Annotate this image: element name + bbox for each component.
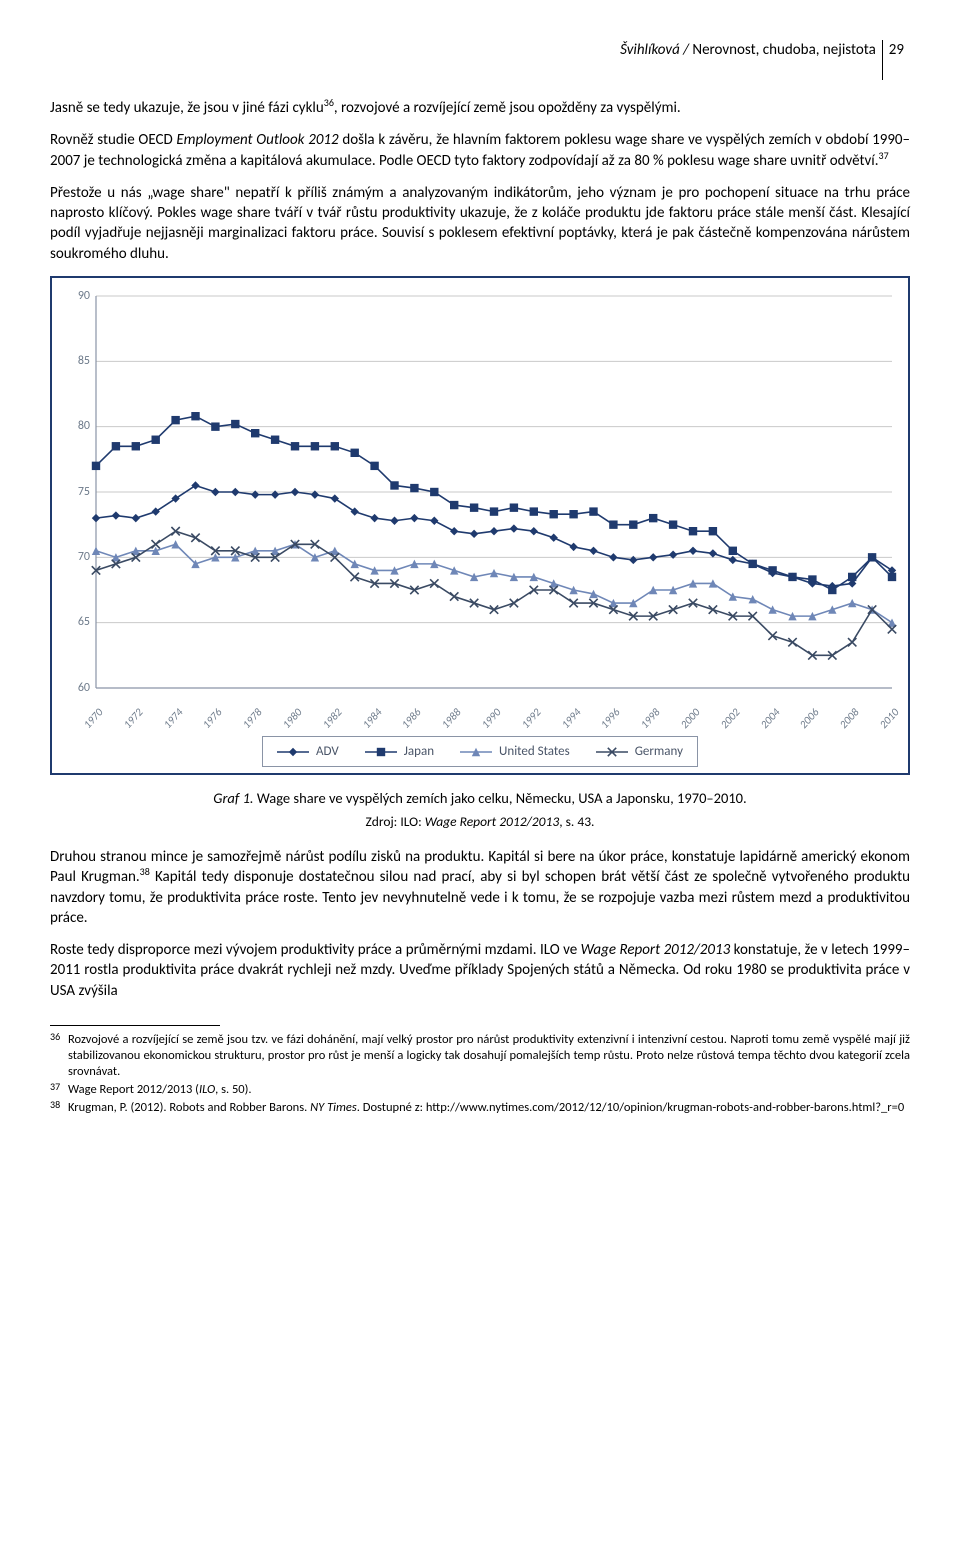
running-head-author: Švihlíková / (620, 41, 692, 59)
legend-item: United States (460, 743, 570, 761)
running-head-title: Nerovnost, chudoba, nejistota (692, 41, 875, 59)
caption-text: Wage share ve vyspělých zemích jako celk… (254, 789, 747, 807)
chart-plot-area (96, 296, 892, 688)
para-4-b: Kapitál tedy disponuje dostatečnou silou… (50, 868, 910, 927)
para-2-a: Rovněž studie OECD (50, 131, 176, 149)
para-5: Roste tedy disproporce mezi vývojem prod… (50, 940, 910, 1001)
footnote-num: 36 (50, 1031, 68, 1079)
para-5-ital: Wage Report 2012/2013 (581, 941, 731, 959)
para-1-a: Jasně se tedy ukazuje, že jsou v jiné fá… (50, 99, 324, 117)
footnote-37-text: Wage Report 2012/2013 (ILO, s. 50). (68, 1082, 252, 1098)
footnote-ref-37: 37 (879, 149, 889, 162)
footnote-36-text: Rozvojové a rozvíjející se země jsou tzv… (68, 1032, 910, 1080)
footnote-38-text: Krugman, P. (2012). Robots and Robber Ba… (68, 1100, 904, 1116)
para-1: Jasně se tedy ukazuje, že jsou v jiné fá… (50, 98, 910, 118)
para-2: Rovněž studie OECD Employment Outlook 20… (50, 130, 910, 171)
footnote-ref-38: 38 (140, 865, 150, 878)
footnote-num: 38 (50, 1099, 68, 1115)
footnote-separator (50, 1025, 220, 1026)
source-prefix: Zdroj: ILO: (366, 813, 425, 830)
footnote-38-ital: NY Times (310, 1100, 357, 1115)
source-suffix: , s. 43. (559, 813, 594, 830)
footnotes: 36 Rozvojové a rozvíjející se země jsou … (50, 1032, 910, 1116)
footnote-num: 37 (50, 1081, 68, 1097)
para-3: Přestože u nás „wage share" nepatří k př… (50, 183, 910, 264)
wage-share-chart: 60657075808590 1970197219741976197819801… (50, 276, 910, 776)
chart-caption: Graf 1. Wage share ve vyspělých zemích j… (50, 789, 910, 809)
footnote-37-b: , s. 50). (215, 1082, 251, 1097)
chart-x-axis: 1970197219741976197819801982198419861988… (96, 692, 892, 728)
page-number: 29 (882, 40, 910, 80)
chart-series (96, 296, 892, 688)
footnote-36: 36 Rozvojové a rozvíjející se země jsou … (50, 1032, 910, 1080)
para-4: Druhou stranou mince je samozřejmě nárůs… (50, 847, 910, 928)
legend-item: Japan (365, 743, 434, 761)
para-1-b: , rozvojové a rozvíjející země jsou opož… (334, 99, 681, 117)
footnote-37: 37 Wage Report 2012/2013 (ILO, s. 50). (50, 1082, 910, 1098)
chart-source: Zdroj: ILO: Wage Report 2012/2013, s. 43… (50, 813, 910, 831)
legend-item: Germany (596, 743, 683, 761)
chart-legend: ADV Japan United States Germany (262, 736, 698, 768)
footnote-38: 38 Krugman, P. (2012). Robots and Robber… (50, 1100, 910, 1116)
running-head: Švihlíková / Nerovnost, chudoba, nejisto… (620, 40, 876, 60)
footnote-38-b: . Dostupné z: http://www.nytimes.com/201… (357, 1100, 904, 1115)
footnote-38-a: Krugman, P. (2012). Robots and Robber Ba… (68, 1100, 310, 1115)
para-2-ital: Employment Outlook 2012 (176, 131, 338, 149)
footnote-37-a: Wage Report 2012/2013 ( (68, 1082, 199, 1097)
para-5-a: Roste tedy disproporce mezi vývojem prod… (50, 941, 581, 959)
source-ital: Wage Report 2012/2013 (425, 813, 559, 830)
footnote-ref-36: 36 (324, 96, 334, 109)
footnote-37-ital: ILO (199, 1082, 215, 1097)
legend-item: ADV (277, 743, 339, 761)
caption-label: Graf 1. (213, 789, 253, 807)
chart-y-axis: 60657075808590 (62, 296, 92, 688)
